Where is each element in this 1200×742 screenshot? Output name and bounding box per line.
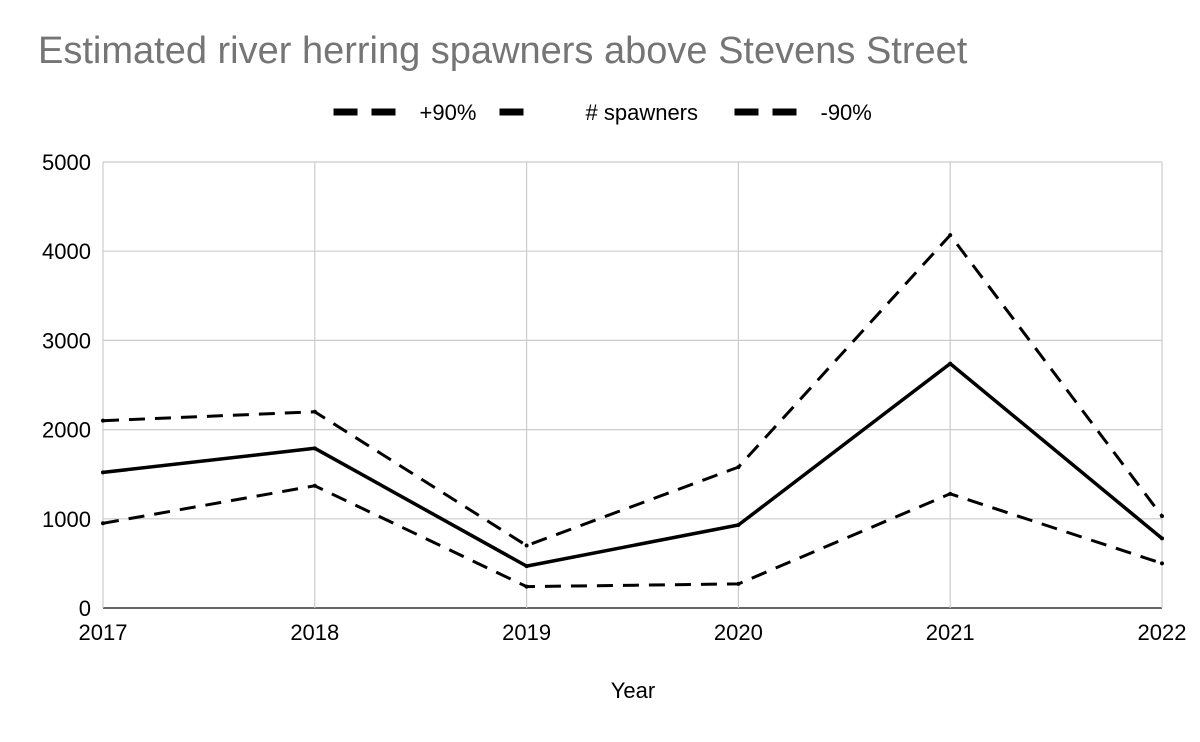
series-point xyxy=(1160,536,1164,541)
series-point xyxy=(101,470,105,475)
x-tick-label: 2019 xyxy=(502,620,551,645)
series-point xyxy=(101,418,105,423)
series-point xyxy=(948,491,953,496)
x-tick-label: 2021 xyxy=(926,620,975,645)
series-line-1 xyxy=(102,361,1164,568)
x-axis-title: Year xyxy=(611,678,655,703)
y-tick-label: 3000 xyxy=(42,328,91,353)
y-tick-label: 2000 xyxy=(42,418,91,443)
series-point xyxy=(736,581,741,586)
series-lines xyxy=(101,233,1164,589)
x-axis-ticks: 2017 2018 2019 2020 2021 2022 xyxy=(79,620,1187,645)
series-point xyxy=(1160,561,1164,566)
x-tick-label: 2017 xyxy=(79,620,128,645)
legend-label: -90% xyxy=(821,100,872,125)
y-tick-label: 0 xyxy=(79,596,91,621)
series-point xyxy=(736,465,741,470)
series-point xyxy=(948,233,953,238)
series-point xyxy=(948,361,953,366)
y-axis-ticks: 0 1000 2000 3000 4000 5000 xyxy=(42,150,91,621)
series-point xyxy=(736,523,741,528)
legend-label: # spawners xyxy=(586,100,699,125)
x-tick-label: 2020 xyxy=(714,620,763,645)
series-point xyxy=(1160,514,1164,519)
legend-label: +90% xyxy=(420,100,477,125)
series-line-2 xyxy=(102,484,1163,589)
chart-title: Estimated river herring spawners above S… xyxy=(38,30,968,72)
y-tick-label: 4000 xyxy=(42,239,91,264)
series-point xyxy=(524,564,529,569)
x-tick-label: 2022 xyxy=(1138,620,1187,645)
series-point xyxy=(312,409,317,414)
series-point xyxy=(101,521,105,526)
series-point xyxy=(312,483,317,488)
y-tick-label: 5000 xyxy=(42,150,91,175)
gridlines xyxy=(102,161,1163,609)
series-point xyxy=(524,584,529,589)
y-tick-label: 1000 xyxy=(42,507,91,532)
series-point xyxy=(524,543,529,548)
legend: +90% # spawners -90% xyxy=(333,100,872,125)
series-line-0 xyxy=(102,233,1164,548)
series-point xyxy=(312,446,317,451)
x-tick-label: 2018 xyxy=(290,620,339,645)
